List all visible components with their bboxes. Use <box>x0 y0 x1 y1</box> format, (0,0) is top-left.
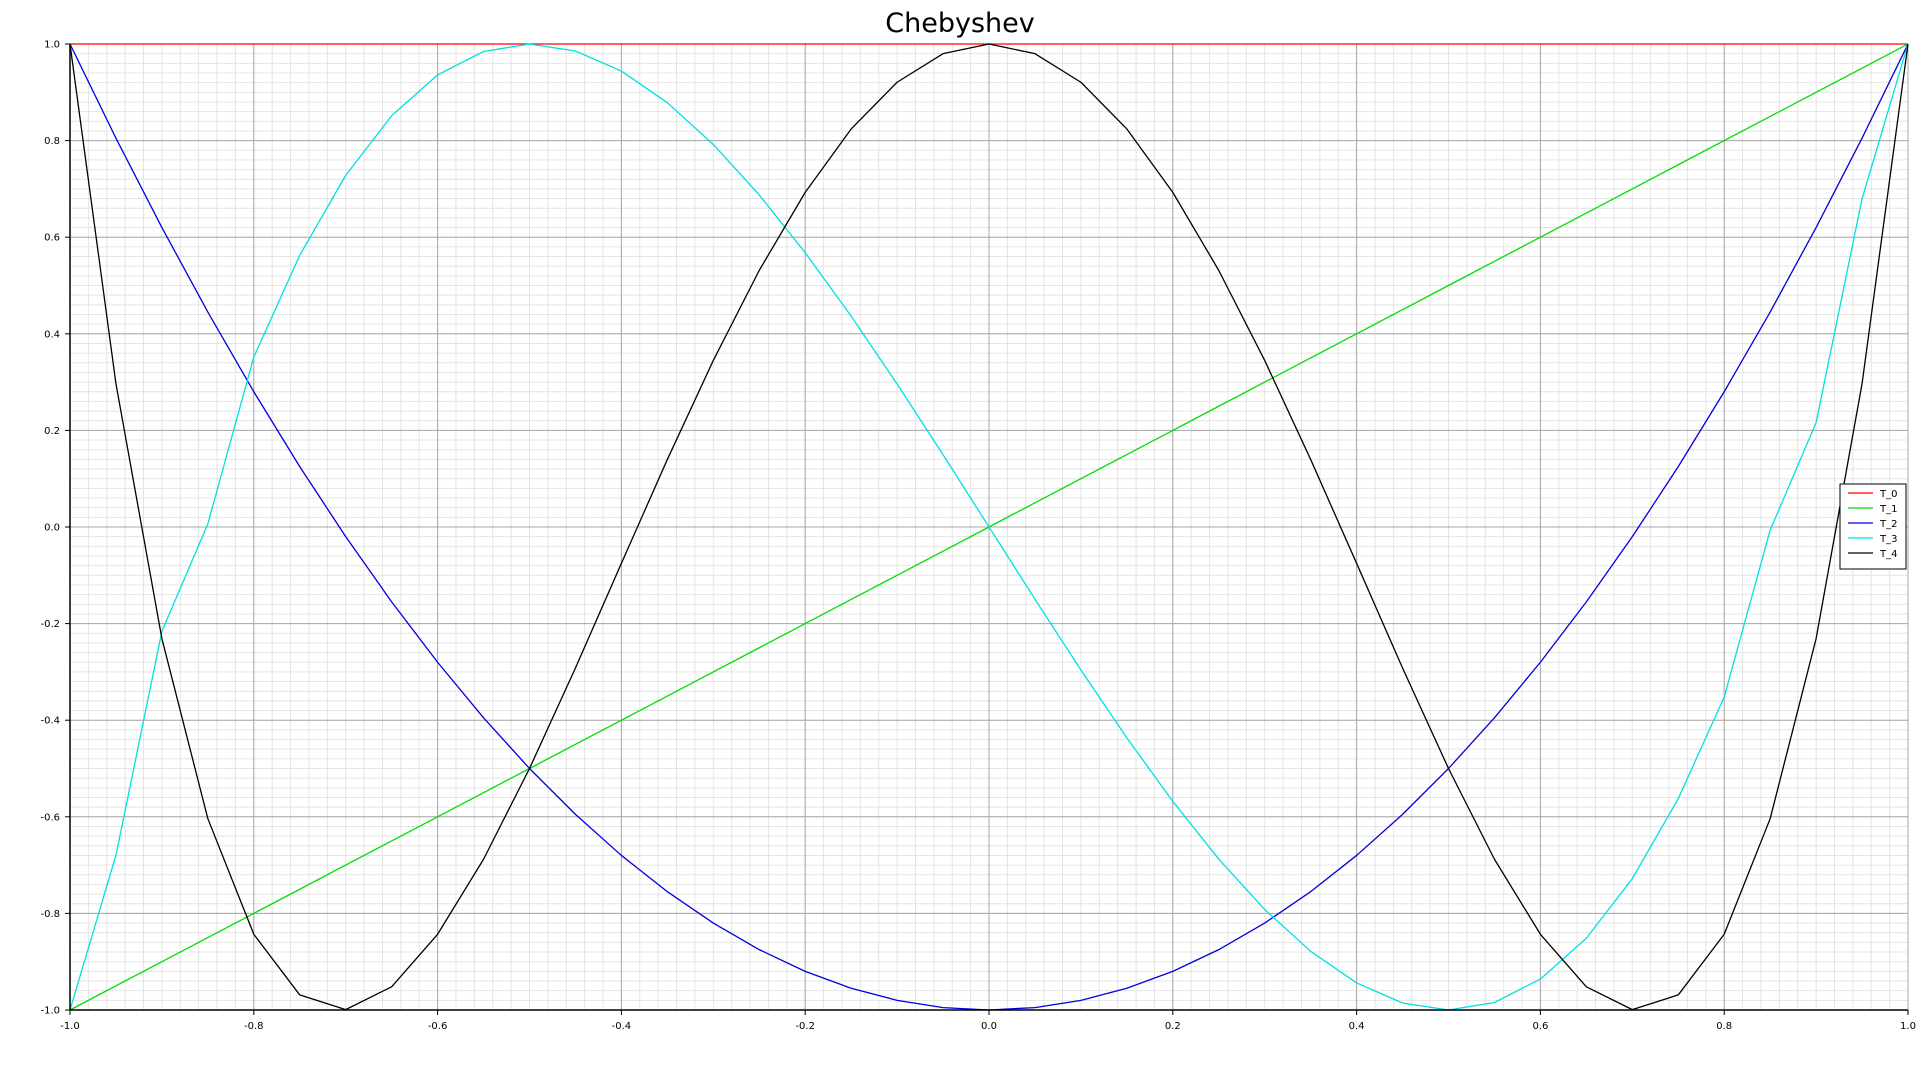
x-tick-label: 1.0 <box>1900 1021 1916 1032</box>
legend-label: T_2 <box>1879 519 1897 530</box>
y-tick-label: 1.0 <box>44 40 60 51</box>
y-tick-label: -1.0 <box>40 1006 60 1017</box>
tick-labels: -1.0 -0.8 -0.6 -0.4 -0.2 0.0 0.2 0.4 0.6 0.8 1.0 -1… <box>40 40 1915 1033</box>
y-tick-label: -0.4 <box>40 716 60 727</box>
legend-label: T_0 <box>1879 489 1897 500</box>
x-tick-label: -0.4 <box>612 1021 632 1032</box>
x-tick-label: 0.8 <box>1716 1021 1732 1032</box>
series-line-t3 <box>69 43 1909 1011</box>
x-tick-label: 0.4 <box>1349 1021 1365 1032</box>
x-tick-label: 0.2 <box>1165 1021 1181 1032</box>
x-tick-label: -0.6 <box>428 1021 448 1032</box>
y-tick-label: 0.2 <box>44 426 60 437</box>
x-tick-label: -0.2 <box>795 1021 815 1032</box>
y-tick-label: 0.4 <box>44 329 60 340</box>
y-tick-label: 0.6 <box>44 233 60 244</box>
y-tick-label: 0.8 <box>44 136 60 147</box>
x-tick-label: -1.0 <box>60 1021 80 1032</box>
x-tick-label: 0.6 <box>1532 1021 1548 1032</box>
legend-label: T_1 <box>1879 504 1897 515</box>
y-tick-label: -0.8 <box>40 909 60 920</box>
x-tick-label: 0.0 <box>981 1021 997 1032</box>
chart-title: Chebyshev <box>885 8 1035 39</box>
y-tick-label: -0.2 <box>40 619 60 630</box>
legend: T_0 T_1 T_2 T_3 T_4 <box>1839 483 1907 570</box>
legend-label: T_4 <box>1879 549 1897 560</box>
series-line-t4 <box>69 43 1909 1011</box>
legend-label: T_3 <box>1879 534 1897 545</box>
x-tick-label: -0.8 <box>244 1021 264 1032</box>
y-tick-label: 0.0 <box>44 523 60 534</box>
y-tick-label: -0.6 <box>40 812 60 823</box>
legend-box <box>1839 483 1907 570</box>
